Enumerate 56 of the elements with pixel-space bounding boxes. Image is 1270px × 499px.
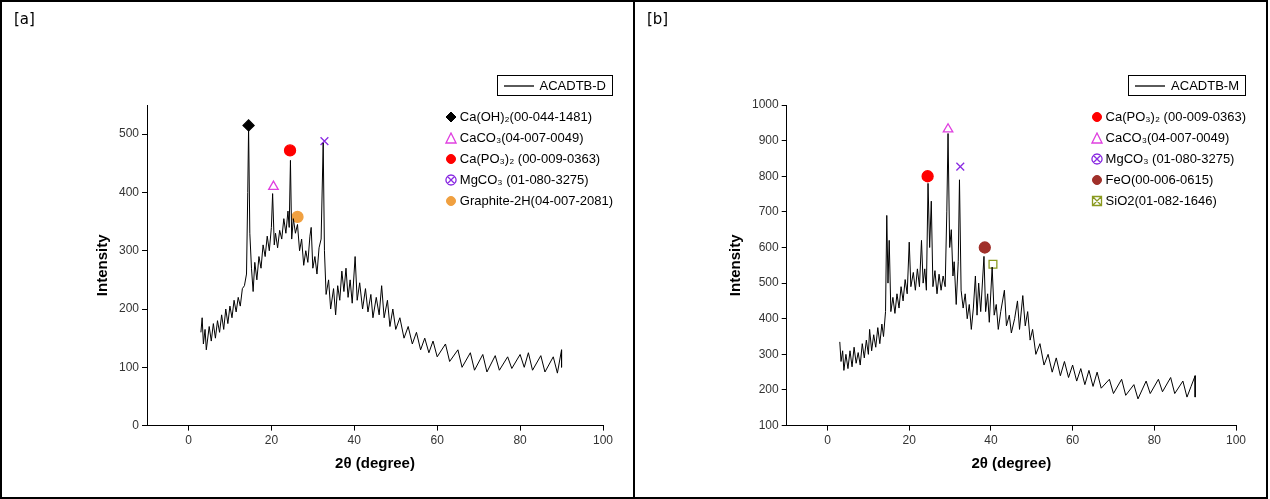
legend-label: Graphite-2H(04-007-2081) [459, 193, 613, 208]
y-tick-label: 500 [758, 275, 780, 290]
point [921, 170, 934, 183]
x-tick-label: 80 [1147, 433, 1162, 448]
x-tick-label: 100 [592, 433, 614, 448]
x-tick-label: 20 [264, 433, 279, 448]
legend-label: FeO(00-006-0615) [1105, 172, 1214, 187]
legend-label: MgCO₃ (01-080-3275) [1105, 151, 1235, 166]
legend-label: MgCO₃ (01-080-3275) [459, 172, 589, 187]
legend-label: CaCO₃(04-007-0049) [459, 130, 584, 145]
legend-label: Ca(OH)₂(00-044-1481) [459, 109, 593, 124]
text: [b] [647, 10, 669, 28]
legend-label: Ca(PO₃)₂ (00-009-0363) [459, 151, 601, 166]
y-tick-label: 600 [758, 239, 780, 254]
x-tick-label: 0 [824, 433, 832, 448]
x-tick-label: 60 [430, 433, 445, 448]
y-tick-label: 700 [758, 204, 780, 219]
x-tick-label: 60 [1065, 433, 1080, 448]
y-tick-label: 0 [132, 417, 140, 432]
y-tick-label: 200 [758, 382, 780, 397]
x-axis-title: 2θ (degree) [335, 454, 415, 472]
y-tick-label: 500 [118, 126, 140, 141]
x-tick-label: 100 [1225, 433, 1247, 448]
text: [a] [14, 10, 35, 28]
point [242, 119, 255, 132]
legend-label: SiO2(01-082-1646) [1105, 193, 1217, 208]
x-tick-label: 40 [984, 433, 998, 448]
y-tick-label: 800 [758, 168, 780, 183]
y-tick-label: 100 [118, 359, 140, 374]
legend-label: ACADTB-M [1171, 78, 1239, 93]
point [268, 180, 279, 191]
x-tick-label: 0 [185, 433, 193, 448]
y-axis-title: Intensity [93, 233, 111, 297]
legend-label: Ca(PO₃)₂ (00-009-0363) [1105, 109, 1246, 124]
x-tick-label: 80 [513, 433, 528, 448]
point [978, 241, 991, 254]
point [283, 144, 297, 157]
point [955, 162, 965, 172]
y-axis-title: Intensity [726, 233, 744, 297]
y-tick-label: 1000 [751, 97, 780, 112]
legend-label: ACADTB-D [539, 78, 606, 93]
x-axis-title: 2θ (degree) [971, 454, 1052, 472]
point [988, 259, 998, 269]
y-tick-label: 300 [118, 243, 140, 258]
y-tick-label: 300 [758, 346, 780, 361]
legend-label: CaCO₃(04-007-0049) [1105, 130, 1230, 145]
point [942, 123, 954, 133]
x-tick-label: 20 [902, 433, 917, 448]
point [291, 210, 304, 224]
y-tick-label: 400 [118, 184, 140, 199]
y-tick-label: 900 [758, 132, 780, 147]
y-tick-label: 200 [118, 301, 140, 316]
x-tick-label: 40 [347, 433, 362, 448]
y-tick-label: 100 [758, 417, 780, 432]
point [319, 136, 329, 146]
y-tick-label: 400 [758, 311, 780, 326]
